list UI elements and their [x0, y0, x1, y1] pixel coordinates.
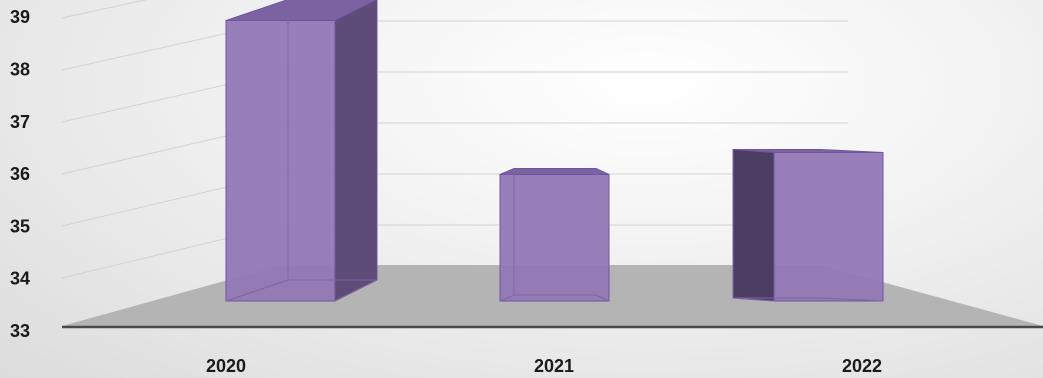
bar-side-face — [732, 148, 775, 302]
y-tick-label-39: 39 — [10, 7, 30, 27]
bar-back-edge — [732, 297, 775, 302]
y-axis-ticks: 33 34 35 36 37 38 39 — [10, 7, 30, 341]
gridline-side-39 — [61, 0, 147, 19]
bar-2020 — [225, 0, 378, 302]
y-tick-label-36: 36 — [10, 164, 30, 184]
y-tick-label-34: 34 — [10, 269, 30, 289]
y-tick-label-38: 38 — [10, 60, 30, 80]
y-tick-label-33: 33 — [10, 321, 30, 341]
bar-back-edge — [820, 297, 884, 302]
bar-front-face — [225, 20, 336, 302]
bar-back-edge — [225, 279, 289, 302]
bar-2021 — [499, 168, 610, 302]
x-tick-label-2022: 2022 — [842, 356, 882, 376]
bar-2022 — [732, 148, 884, 302]
gridlines — [61, 0, 848, 279]
y-tick-label-35: 35 — [10, 216, 30, 236]
y-tick-label-37: 37 — [10, 112, 30, 132]
bar-back-edge — [499, 294, 515, 302]
x-tick-label-2021: 2021 — [534, 356, 574, 376]
bar-back-edge — [334, 279, 378, 302]
x-tick-label-2020: 2020 — [206, 356, 246, 376]
bar-front-face — [499, 174, 610, 302]
bar-top-face — [499, 168, 610, 175]
bar-back-edge — [595, 294, 610, 302]
bars — [225, 0, 884, 302]
x-axis-ticks: 2020 2021 2022 — [206, 356, 882, 376]
bar-side-face — [334, 0, 378, 302]
bar-front-face — [773, 152, 884, 302]
